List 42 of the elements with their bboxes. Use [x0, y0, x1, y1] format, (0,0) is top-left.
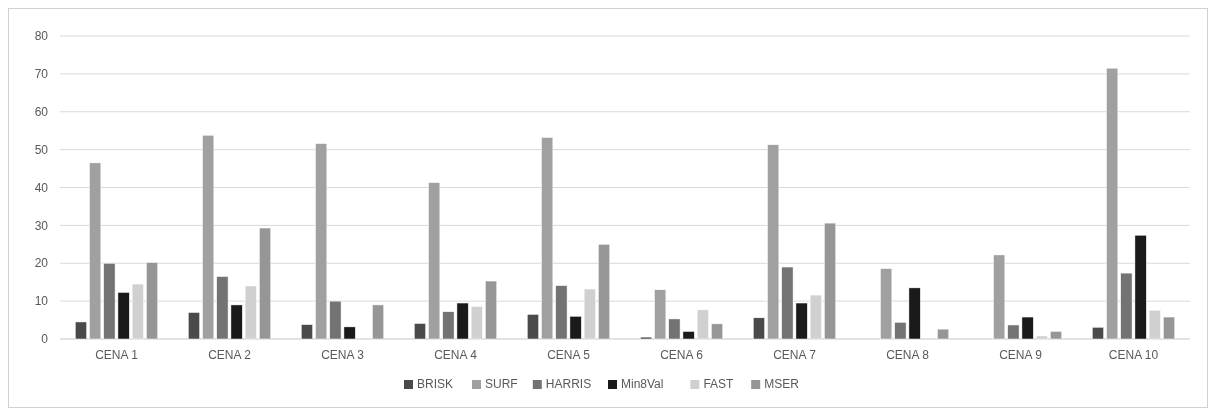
y-tick-label: 30 [34, 218, 49, 233]
x-tick-label: CENA 8 [886, 348, 930, 362]
bar [414, 323, 426, 340]
legend-label: SURF [485, 377, 518, 391]
legend-label: HARRIS [545, 377, 592, 391]
x-tick-label: CENA 1 [95, 348, 139, 362]
bar [937, 328, 949, 340]
x-tick-label: CENA 7 [773, 348, 817, 362]
y-tick-label: 70 [34, 67, 49, 82]
x-tick-label: CENA 5 [547, 348, 591, 362]
bar [188, 312, 200, 340]
y-tick-label: 80 [34, 29, 49, 44]
x-tick-label: CENA 10 [1108, 348, 1159, 362]
bar [527, 314, 539, 340]
x-tick-label: CENA 6 [660, 348, 704, 362]
y-tick-label: 40 [34, 180, 49, 195]
legend-label: Min8Val [621, 377, 664, 391]
bar [259, 227, 271, 340]
legend-label: MSER [764, 377, 800, 391]
y-tick-label: 20 [34, 256, 49, 271]
x-tick-label: CENA 2 [208, 348, 252, 362]
bar [711, 323, 723, 340]
y-tick-label: 10 [34, 294, 49, 309]
y-tick-label: 0 [41, 332, 49, 347]
bar [372, 304, 384, 340]
bar [824, 222, 836, 340]
legend-label: BRISK [417, 377, 454, 391]
bar [1163, 316, 1175, 340]
bar [146, 262, 158, 340]
bar [75, 321, 87, 340]
bar [1050, 331, 1062, 340]
bar [485, 280, 497, 340]
bar [1092, 327, 1104, 340]
x-tick-label: CENA 3 [321, 348, 365, 362]
x-tick-label: CENA 9 [999, 348, 1043, 362]
bar [301, 324, 313, 340]
legend-label: FAST [703, 377, 735, 391]
bar [753, 317, 765, 340]
x-tick-label: CENA 4 [434, 348, 478, 362]
bar [598, 244, 610, 340]
y-tick-label: 60 [34, 104, 49, 119]
y-tick-label: 50 [34, 142, 49, 157]
